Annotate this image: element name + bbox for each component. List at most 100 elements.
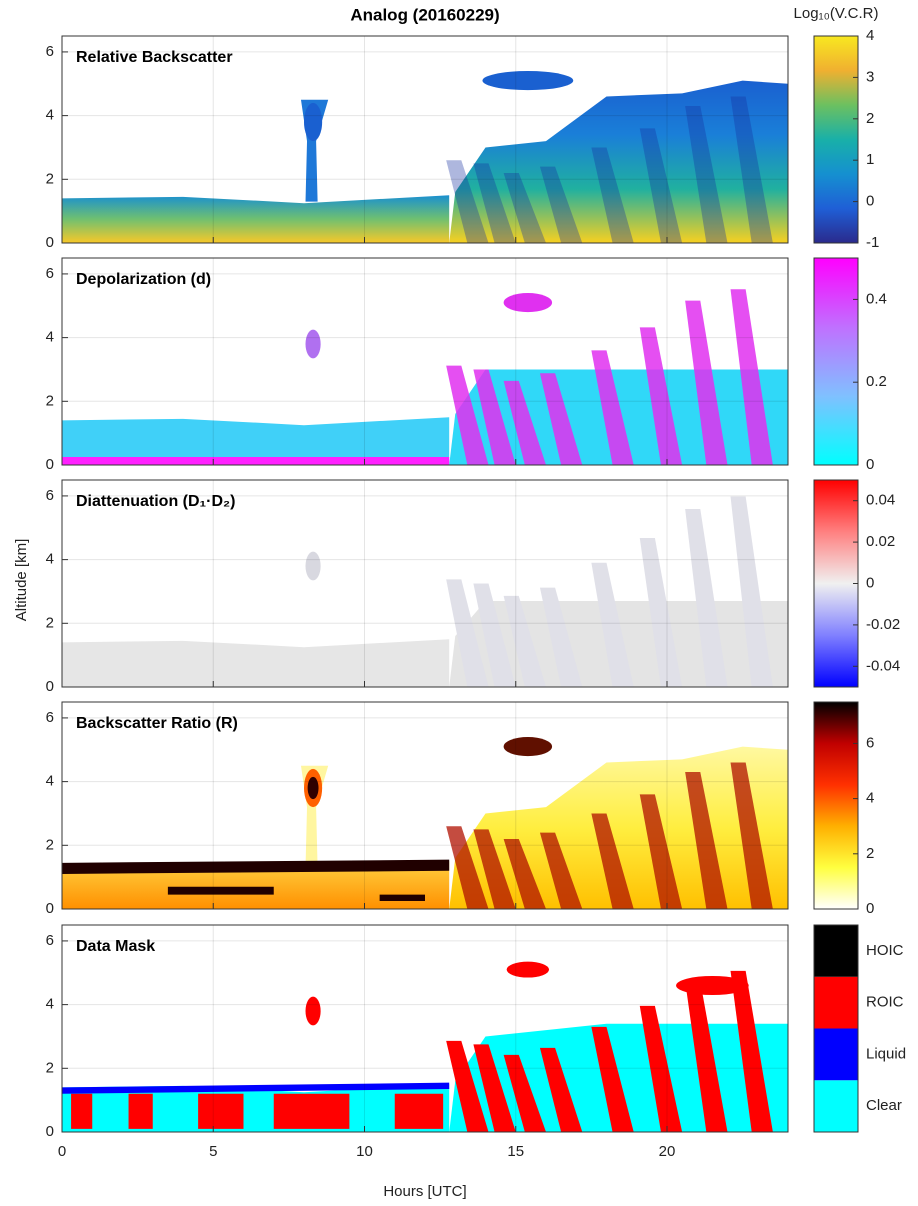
class-swatch (814, 1028, 858, 1081)
cloud-region (539, 832, 583, 909)
plot-area (62, 71, 788, 243)
colorbar (813, 479, 859, 688)
cloud-region (685, 300, 728, 465)
cloud-region (539, 1047, 583, 1132)
colorbar-tick-label: -1 (866, 234, 879, 251)
x-tick-label: 5 (209, 1143, 217, 1160)
y-tick-label: 2 (46, 170, 54, 187)
x-tick-label: 20 (659, 1143, 676, 1160)
cloud-region (503, 838, 546, 909)
colorbar-tick-label: 0.04 (866, 492, 895, 509)
cloud-region (591, 1026, 634, 1132)
cloud-region (639, 794, 683, 909)
cloud-region (506, 961, 550, 978)
y-tick-label: 0 (46, 234, 54, 251)
y-tick-label: 2 (46, 614, 54, 631)
y-tick-label: 6 (46, 709, 54, 726)
cloud-region (591, 562, 634, 687)
cloud-region (62, 417, 450, 465)
cloud-region (198, 1093, 244, 1129)
class-swatch (814, 976, 858, 1029)
colorbar-label: Log₁₀(V.C.R) (794, 5, 879, 22)
cloud-region (539, 587, 583, 687)
y-tick-label: 0 (46, 456, 54, 473)
y-tick-label: 2 (46, 1059, 54, 1076)
plot-area (62, 289, 788, 465)
cloud-region (591, 350, 634, 465)
cloud-region (503, 172, 546, 243)
axes-box (61, 701, 789, 910)
cloud-region (503, 737, 553, 757)
cloud-region (503, 293, 553, 313)
plot-area (62, 737, 788, 909)
cloud-region (539, 166, 583, 243)
cloud-region (62, 457, 450, 465)
class-label: Liquid (866, 1045, 906, 1062)
plot-area (62, 961, 788, 1132)
class-label: ROIC (866, 994, 904, 1011)
x-axis-label: Hours [UTC] (383, 1183, 466, 1200)
cloud-region (639, 327, 683, 465)
cloud-region (482, 71, 574, 91)
cloud-region (730, 496, 773, 687)
plot-area (62, 496, 788, 687)
y-tick-label: 4 (46, 773, 54, 790)
axes-box (61, 479, 789, 688)
y-tick-label: 6 (46, 265, 54, 282)
x-tick-label: 15 (507, 1143, 524, 1160)
colorbar (813, 35, 859, 244)
cloud-region (305, 551, 321, 581)
colorbar-box (813, 924, 859, 1133)
cloud-region (62, 1082, 450, 1094)
cloud-region (685, 508, 728, 687)
y-tick-label: 2 (46, 836, 54, 853)
cloud-region (273, 1093, 350, 1129)
y-tick-label: 4 (46, 996, 54, 1013)
y-tick-label: 0 (46, 678, 54, 695)
class-label: Clear (866, 1097, 902, 1114)
cloud-region (446, 365, 489, 465)
y-tick-label: 6 (46, 43, 54, 60)
cloud-region (167, 886, 274, 895)
axes-box (61, 257, 789, 466)
y-tick-label: 0 (46, 900, 54, 917)
cloud-region (379, 894, 425, 902)
panel-title: Depolarization (d) (76, 271, 211, 288)
cloud-region (473, 583, 516, 687)
cloud-region (128, 1093, 153, 1129)
colorbar-tick-label: 0 (866, 456, 874, 473)
cloud-region (473, 369, 516, 465)
cloud-region (446, 1040, 489, 1132)
x-tick-label: 0 (58, 1143, 66, 1160)
class-swatch (814, 925, 858, 977)
colorbar-tick-label: 4 (866, 790, 874, 807)
cloud-region (473, 163, 516, 243)
cloud-region (503, 595, 546, 687)
panel-title: Backscatter Ratio (R) (76, 715, 238, 732)
cloud-region (639, 537, 683, 687)
cloud-region (473, 829, 516, 909)
colorbar-tick-label: 0.2 (866, 373, 887, 390)
colorbar-tick-label: -0.04 (866, 657, 900, 674)
panel-title: Relative Backscatter (76, 49, 233, 66)
cloud-region (685, 772, 728, 909)
cloud-region (446, 579, 489, 687)
class-label: HOIC (866, 942, 904, 959)
cloud-region (446, 826, 489, 909)
colorbar-tick-label: 0 (866, 574, 874, 591)
cloud-region (503, 380, 546, 465)
y-axis-label: Altitude [km] (13, 539, 30, 622)
cloud-region (730, 970, 773, 1132)
cloud-region (639, 1005, 683, 1132)
colorbar-tick-label: 2 (866, 110, 874, 127)
y-tick-label: 0 (46, 1123, 54, 1140)
cloud-region (449, 80, 788, 243)
cloud-region (473, 1044, 516, 1132)
panel-title: Data Mask (76, 938, 155, 955)
y-tick-label: 6 (46, 932, 54, 949)
cloud-region (730, 762, 773, 909)
cloud-region (639, 128, 683, 243)
cloud-region (539, 373, 583, 465)
cloud-region (307, 776, 319, 800)
